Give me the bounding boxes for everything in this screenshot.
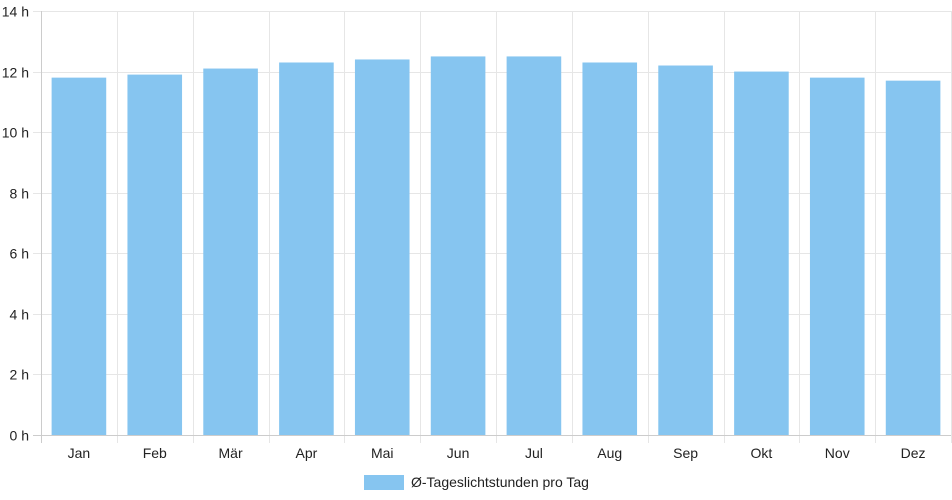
y-tick-label: 14 h — [2, 4, 29, 20]
x-tick-label: Jul — [525, 445, 543, 461]
bar-okt[interactable] — [734, 71, 789, 436]
x-tick-label: Aug — [597, 445, 622, 461]
bar-mai[interactable] — [354, 59, 410, 435]
bar-jun[interactable] — [430, 56, 486, 436]
bars — [51, 56, 941, 436]
y-tick-label: 8 h — [10, 186, 29, 202]
x-tick-label: Jan — [68, 445, 91, 461]
bar-apr[interactable] — [279, 62, 334, 435]
legend-swatch[interactable] — [364, 475, 404, 490]
grid-lines — [33, 11, 952, 443]
bar-dez[interactable] — [885, 80, 941, 436]
x-tick-label: Sep — [673, 445, 698, 461]
y-tick-label: 4 h — [10, 307, 29, 323]
bar-jan[interactable] — [51, 77, 107, 435]
x-tick-label: Mai — [371, 445, 394, 461]
x-tick-label: Feb — [143, 445, 167, 461]
x-tick-label: Nov — [825, 445, 850, 461]
x-tick-label: Apr — [296, 445, 318, 461]
x-tick-label: Mär — [219, 445, 243, 461]
bar-mär[interactable] — [203, 68, 258, 436]
y-tick-label: 10 h — [2, 125, 29, 141]
bar-sep[interactable] — [658, 65, 713, 435]
x-tick-label: Jun — [447, 445, 470, 461]
x-tick-label: Dez — [901, 445, 926, 461]
axes: 0 h 2 h 4 h 6 h 8 h 10 h 12 h 14 h Jan Feb Mär Apr M… — [2, 4, 951, 461]
bar-feb[interactable] — [127, 74, 183, 435]
y-tick-label: 12 h — [2, 65, 29, 81]
bar-jul[interactable] — [506, 56, 562, 436]
x-tick-label: Okt — [751, 445, 773, 461]
y-tick-label: 6 h — [10, 246, 29, 262]
legend[interactable]: Ø-Tageslichtstunden pro Tag — [364, 474, 589, 490]
bar-nov[interactable] — [809, 77, 865, 435]
legend-label[interactable]: Ø-Tageslichtstunden pro Tag — [411, 474, 589, 490]
y-tick-label: 2 h — [10, 367, 29, 383]
bar-aug[interactable] — [582, 62, 638, 435]
y-tick-label: 0 h — [10, 428, 29, 444]
